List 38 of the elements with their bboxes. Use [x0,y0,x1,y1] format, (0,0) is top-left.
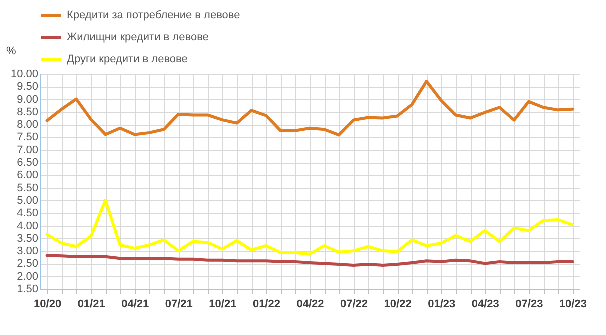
y-axis-title: % [6,46,16,58]
y-tick-label: 7.50 [17,132,38,144]
x-tick-label: 10/22 [384,298,412,310]
x-tick-label: 01/23 [428,298,456,310]
legend-label: Жилищни кредити в левове [67,32,209,44]
y-tick-label: 3.00 [17,246,38,258]
x-tick-label: 07/23 [516,298,544,310]
y-tick-label: 2.00 [17,270,38,283]
x-tick-label: 10/20 [34,298,62,310]
x-tick-label: 04/23 [472,298,500,310]
y-tick-label: 1.50 [17,284,38,296]
line-series [46,198,574,256]
legend-label: Кредити за потребление в левове [67,10,240,22]
x-tick-label: 04/21 [122,298,150,310]
y-tick-label: 3.50 [17,232,38,245]
line-series [46,80,574,137]
y-tick-label: 9.00 [17,94,38,106]
x-tick-label: 07/22 [340,298,368,310]
x-tick-label: 01/21 [78,298,106,310]
x-tick-label: 10/21 [209,298,237,310]
y-tick-label: 4.00 [17,220,38,232]
y-tick-label: 6.50 [17,157,38,170]
x-tick-label: 10/23 [559,298,587,310]
x-tick-label: 01/22 [252,298,280,310]
legend-label: Други кредити в левове [67,54,188,66]
y-tick-label: 7.00 [17,144,38,156]
y-tick-label: 4.50 [17,208,38,220]
x-tick-label: 07/21 [165,298,193,310]
y-tick-label: 9.50 [17,81,38,94]
line-series [46,254,574,267]
y-tick-label: 8.50 [17,106,38,118]
x-tick-label: 04/22 [296,298,324,310]
y-tick-label: 5.50 [17,182,38,194]
y-tick-label: 2.50 [17,258,38,270]
y-tick-label: 10.00 [10,68,38,80]
y-tick-label: 6.00 [17,170,38,182]
y-tick-label: 5.00 [17,194,38,207]
y-tick-label: 8.00 [17,119,38,132]
